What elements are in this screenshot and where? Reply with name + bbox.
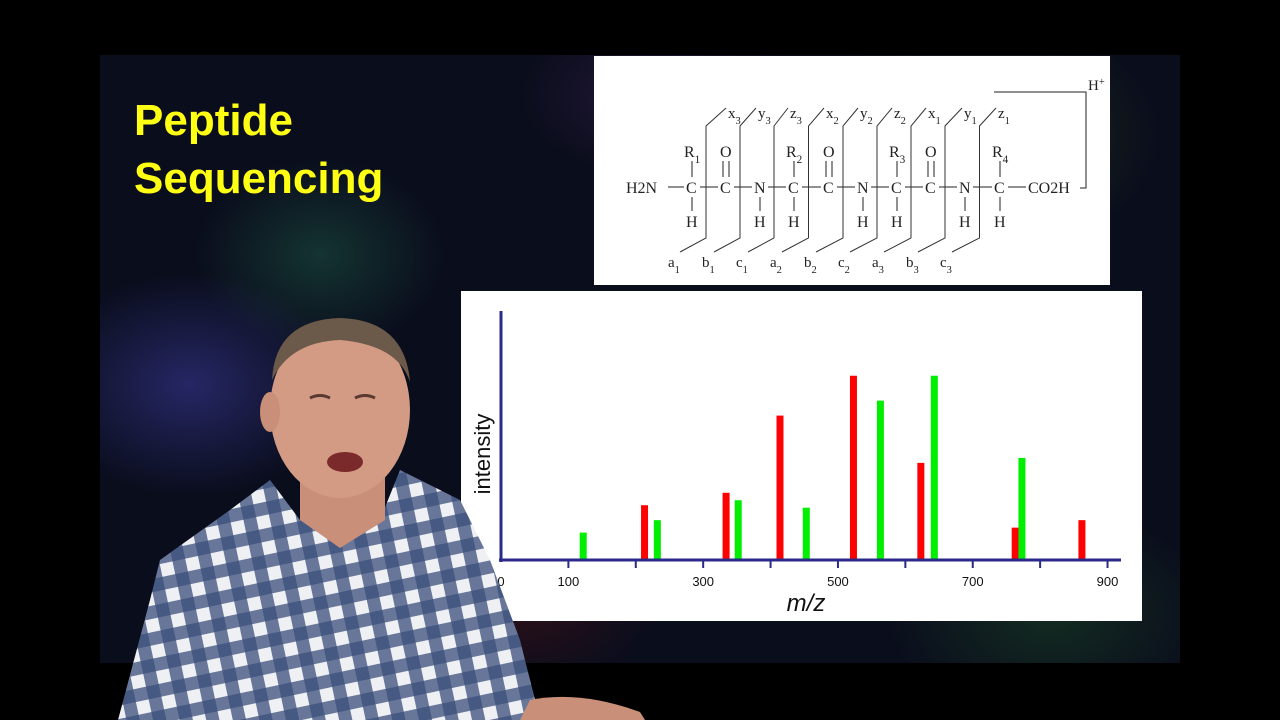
x-axis-label: m/z	[787, 590, 826, 617]
presenter-hair	[272, 318, 410, 382]
atom-co: C	[823, 180, 834, 197]
oxygen-atom: O	[720, 144, 732, 161]
hydrogen-atom: H	[891, 214, 903, 231]
atom-n: N	[857, 180, 869, 197]
spectrum-peak-red	[1078, 520, 1086, 560]
spectrum-peak-green	[734, 500, 742, 560]
presenter-ear	[260, 392, 280, 432]
oxygen-atom: O	[823, 144, 835, 161]
presenter-hand	[520, 696, 645, 720]
hydrogen-atom: H	[959, 214, 971, 231]
r-group-label: R1	[684, 144, 700, 166]
spectrum-peak-red	[849, 375, 857, 560]
bottom-ion-label: b1	[702, 255, 715, 276]
atom-ca: C	[891, 180, 902, 197]
oxygen-atom: O	[925, 144, 937, 161]
bottom-ion-label: b2	[804, 255, 817, 276]
cleavage-line	[849, 107, 893, 253]
cleavage-line	[747, 107, 789, 253]
peptide-fragmentation-diagram: H2N C R1 H C O N H C R2 H C O N H C R3 H C O N H C R4 H CO2H H+ x3 a…	[594, 56, 1110, 285]
r-group-label: R4	[992, 144, 1009, 166]
n-terminus-label: H2N	[626, 180, 658, 197]
top-ion-label: y3	[758, 106, 771, 127]
top-ion-label: x1	[928, 106, 941, 127]
x-tick-label: 900	[1097, 574, 1119, 589]
top-ion-label: z3	[790, 106, 802, 127]
hydrogen-atom: H	[754, 214, 766, 231]
presenter-head	[270, 322, 410, 498]
title-line-1: Peptide	[134, 96, 293, 145]
c-terminus-label: CO2H	[1028, 180, 1070, 197]
cleavage-line	[951, 107, 997, 253]
atom-ca: C	[686, 180, 697, 197]
hydrogen-atom: H	[788, 214, 800, 231]
hydrogen-atom: H	[686, 214, 698, 231]
spectrum-peak-red	[722, 492, 730, 560]
r-group-label: R3	[889, 144, 906, 166]
atom-ca: C	[788, 180, 799, 197]
spectrum-peak-green	[802, 507, 810, 560]
spectrum-peak-green	[579, 532, 587, 560]
x-tick-label: 0	[497, 574, 504, 589]
x-tick-label: 300	[692, 574, 714, 589]
bottom-ion-label: a2	[770, 255, 782, 276]
top-ion-label: z1	[998, 106, 1010, 127]
cleavage-line	[781, 107, 825, 253]
spectrum-peak-red	[641, 505, 649, 560]
x-tick-label: 100	[558, 574, 580, 589]
atom-ca: C	[994, 180, 1005, 197]
top-ion-label: y1	[964, 106, 977, 127]
bottom-ion-label: a3	[872, 255, 884, 276]
cleavage-line	[917, 107, 963, 253]
bottom-ion-label: b3	[906, 255, 919, 276]
x-tick-label: 700	[962, 574, 984, 589]
atom-n: N	[959, 180, 971, 197]
presenter-mouth	[327, 452, 363, 472]
x-tick-label: 500	[827, 574, 849, 589]
charge-label: H+	[1088, 77, 1105, 95]
presenter-eyes	[309, 394, 376, 400]
title-line-2: Sequencing	[134, 154, 384, 203]
spectrum-peak-green	[653, 520, 661, 560]
top-ion-label: x2	[826, 106, 839, 127]
charge-bracket	[994, 91, 1087, 189]
cleavage-line	[679, 107, 727, 253]
spectrum-peak-red	[1011, 527, 1019, 560]
bottom-ion-label: c1	[736, 255, 748, 276]
cleavage-line	[883, 107, 927, 253]
cleavage-line	[815, 107, 859, 253]
spectrum-peak-green	[876, 400, 884, 560]
atom-co: C	[720, 180, 731, 197]
top-ion-label: x3	[728, 106, 741, 127]
cleavage-line	[713, 107, 757, 253]
hydrogen-atom: H	[994, 214, 1006, 231]
bottom-ion-label: c3	[940, 255, 952, 276]
y-axis-label: intensity	[470, 414, 495, 495]
mass-spectrum-chart: 0 100 300 500 700 900 m/z intensity	[461, 291, 1142, 621]
top-ion-label: y2	[860, 106, 873, 127]
top-ion-label: z2	[894, 106, 906, 127]
bottom-ion-label: a1	[668, 255, 680, 276]
bottom-ion-label: c2	[838, 255, 850, 276]
r-group-label: R2	[786, 144, 802, 166]
slide-title: Peptide Sequencing	[134, 92, 383, 208]
spectrum-peak-red	[776, 415, 784, 560]
structure-svg: H2N CR1HCONHCR2HCONHCR3HCONHCR4HCO2HH+x3a…	[626, 77, 1105, 276]
atom-co: C	[925, 180, 936, 197]
spectrum-peak-green	[930, 375, 938, 560]
presenter-shirt	[118, 470, 540, 720]
hydrogen-atom: H	[857, 214, 869, 231]
spectrum-peak-red	[917, 462, 925, 560]
spectrum-peak-green	[1018, 457, 1026, 560]
spectrum-svg: 0 100 300 500 700 900 m/z intensity	[470, 311, 1121, 617]
atom-n: N	[754, 180, 766, 197]
